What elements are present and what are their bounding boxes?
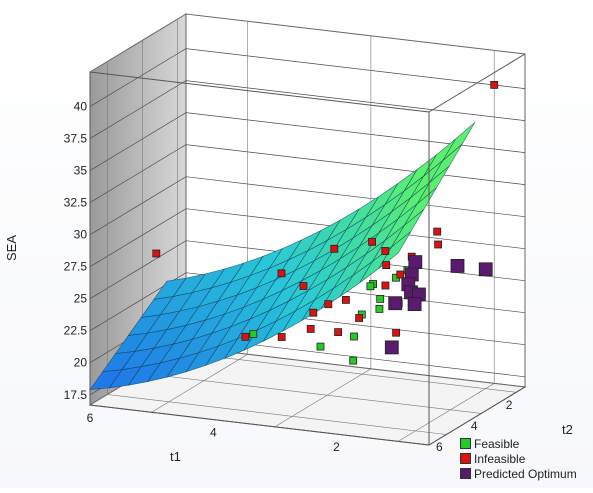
- box-edge: [89, 404, 430, 446]
- infeasible-point: [306, 324, 315, 333]
- z-tick-label: 35: [74, 164, 88, 178]
- infeasible-point: [277, 269, 286, 278]
- z-gridline: [89, 112, 526, 171]
- z-tick-label: 37.5: [64, 132, 88, 146]
- infeasible-point: [152, 249, 161, 258]
- legend: Feasible Infeasible Predicted Optimum: [460, 436, 577, 481]
- box-edge: [428, 386, 526, 446]
- legend-swatch-infeasible: [460, 453, 471, 464]
- feasible-point: [376, 294, 385, 303]
- z-tick-label: 32.5: [64, 196, 88, 210]
- feasible-point: [349, 356, 358, 365]
- z-tick-label: 30: [74, 228, 88, 242]
- infeasible-point: [434, 240, 443, 249]
- box-edge: [89, 71, 430, 113]
- infeasible-point: [381, 247, 390, 255]
- feasible-point: [350, 332, 358, 341]
- t1-gridline: [398, 50, 495, 442]
- predicted-optimum-point: [384, 340, 399, 355]
- infeasible-point: [299, 282, 308, 290]
- x-tick-label: 6: [87, 411, 94, 425]
- legend-label-optimum: Predicted Optimum: [474, 466, 577, 481]
- legend-label-feasible: Feasible: [474, 436, 520, 451]
- infeasible-point: [277, 333, 286, 341]
- infeasible-point: [309, 308, 318, 317]
- infeasible-point: [368, 237, 377, 246]
- feasible-point: [249, 329, 258, 338]
- legend-item-optimum: Predicted Optimum: [460, 466, 577, 481]
- box-edge: [428, 53, 526, 113]
- z-tick-label: 17.5: [64, 388, 88, 402]
- y-tick-label: 4: [471, 419, 478, 433]
- feasible-point: [316, 342, 325, 351]
- x-tick-label: 2: [333, 440, 340, 454]
- y-tick-label: 6: [436, 440, 443, 454]
- z-gridline: [89, 80, 526, 139]
- predicted-optimum-point: [388, 296, 403, 311]
- z-gridline: [89, 208, 526, 267]
- box-front-edges: [89, 53, 526, 446]
- legend-item-infeasible: Infeasible: [460, 451, 577, 466]
- z-tick-label: 27.5: [64, 260, 88, 274]
- z-tick-label: 22.5: [64, 324, 88, 338]
- plot-box: [88, 13, 527, 446]
- surface-patch: [442, 121, 476, 161]
- x-axis-label: t1: [170, 449, 181, 464]
- infeasible-point: [381, 281, 390, 290]
- z-tick-label: 40: [74, 100, 88, 114]
- z-gridline: [89, 48, 526, 107]
- feasible-point: [375, 304, 384, 313]
- axis-ticks: 17.5 20 22.5 25 27.5 30 32.5 35 37.5 40 6 4 2 2 4 6: [64, 100, 513, 455]
- infeasible-point: [330, 244, 339, 253]
- y-axis-label: t2: [562, 422, 573, 437]
- z-tick-label: 20: [74, 356, 88, 370]
- infeasible-point: [355, 314, 364, 322]
- z-tick-label: 25: [74, 292, 88, 306]
- infeasible-point: [392, 328, 401, 337]
- legend-swatch-feasible: [460, 438, 471, 449]
- infeasible-point: [396, 270, 405, 279]
- predicted-optimum-point: [408, 255, 423, 270]
- infeasible-point: [341, 295, 350, 304]
- predicted-optimum-point: [478, 262, 493, 277]
- infeasible-point: [334, 328, 343, 337]
- data-points: [152, 81, 499, 365]
- t2-gridline: [107, 61, 447, 435]
- infeasible-point: [433, 227, 442, 236]
- x-tick-label: 4: [210, 426, 217, 440]
- t1-gridline: [151, 21, 248, 413]
- feasible-point: [366, 282, 375, 291]
- predicted-optimum-point: [450, 258, 465, 273]
- infeasible-point: [324, 300, 333, 309]
- legend-swatch-optimum: [460, 468, 471, 479]
- infeasible-point: [241, 332, 250, 341]
- z-axis-label: SEA: [4, 235, 19, 261]
- predicted-optimum-point: [407, 297, 422, 312]
- legend-item-feasible: Feasible: [460, 436, 577, 451]
- y-tick-label: 2: [506, 398, 513, 412]
- infeasible-point: [382, 261, 391, 270]
- infeasible-point: [490, 81, 499, 89]
- legend-label-infeasible: Infeasible: [474, 451, 526, 466]
- t1-gridline: [274, 35, 372, 428]
- z-gridline: [89, 144, 526, 203]
